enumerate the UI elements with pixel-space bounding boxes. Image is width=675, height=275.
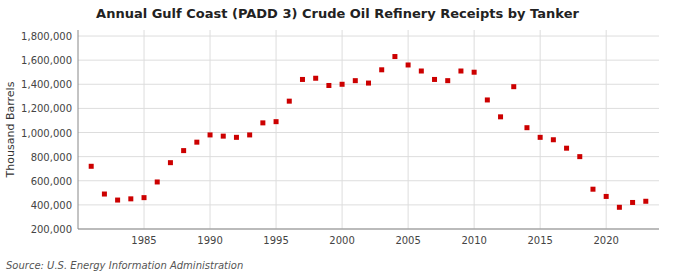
point — [590, 187, 595, 192]
point — [379, 67, 384, 72]
point — [511, 84, 516, 89]
y-grid-line — [78, 229, 659, 230]
x-tick-label: 1985 — [131, 235, 156, 246]
x-grid-line — [210, 30, 211, 229]
x-grid-line — [276, 30, 277, 229]
y-axis-line — [78, 30, 79, 229]
point — [326, 83, 331, 88]
point — [604, 194, 609, 199]
page: {"chart_data": { "type": "scatter", "tit… — [0, 0, 675, 275]
y-grid-line — [78, 180, 659, 181]
y-tick-label: 1,400,000 — [21, 79, 72, 90]
point — [577, 154, 582, 159]
y-grid-line — [78, 204, 659, 205]
x-tick-label: 2005 — [395, 235, 420, 246]
y-axis-label: Thousand Barrels — [4, 81, 17, 178]
point — [643, 199, 648, 204]
point — [564, 146, 569, 151]
y-tick-label: 1,800,000 — [21, 31, 72, 42]
y-tick-label: 1,200,000 — [21, 103, 72, 114]
point — [458, 69, 463, 74]
point — [340, 82, 345, 87]
x-tick-label: 2015 — [527, 235, 552, 246]
point — [392, 54, 397, 59]
point — [168, 160, 173, 165]
y-tick-label: 800,000 — [31, 152, 72, 163]
x-grid-line — [342, 30, 343, 229]
y-tick-label: 600,000 — [31, 176, 72, 187]
title: Annual Gulf Coast (PADD 3) Crude Oil Ref… — [96, 6, 579, 21]
point — [221, 134, 226, 139]
x-tick-label: 2010 — [461, 235, 486, 246]
points — [89, 54, 649, 210]
point — [128, 196, 133, 201]
x-tick-label: 2020 — [593, 235, 618, 246]
point — [406, 62, 411, 67]
y-tick-label: 1,600,000 — [21, 55, 72, 66]
point — [155, 179, 160, 184]
point — [617, 205, 622, 210]
y-grid-line — [78, 156, 659, 157]
y-grid-line — [78, 60, 659, 61]
point — [366, 81, 371, 86]
point — [142, 195, 147, 200]
point — [300, 77, 305, 82]
chart: Annual Gulf Coast (PADD 3) Crude Oil Ref… — [0, 0, 675, 275]
point — [313, 76, 318, 81]
grid — [78, 30, 659, 229]
y-grid-line — [78, 132, 659, 133]
point — [247, 132, 252, 137]
x-grid-line — [408, 30, 409, 229]
x-tick-label: 1990 — [197, 235, 222, 246]
point — [274, 119, 279, 124]
x-grid-line — [474, 30, 475, 229]
point — [419, 69, 424, 74]
source-note: Source: U.S. Energy Information Administ… — [6, 260, 243, 271]
point — [432, 77, 437, 82]
point — [445, 78, 450, 83]
point — [89, 164, 94, 169]
y-grid-line — [78, 36, 659, 37]
point — [194, 140, 199, 145]
point — [472, 70, 477, 75]
x-grid-line — [606, 30, 607, 229]
point — [485, 97, 490, 102]
y-tick-label: 200,000 — [31, 224, 72, 235]
y-tick-label: 1,000,000 — [21, 128, 72, 139]
y-tick-label: 400,000 — [31, 200, 72, 211]
point — [353, 78, 358, 83]
point — [287, 99, 292, 104]
point — [260, 120, 265, 125]
point — [551, 137, 556, 142]
x-grid-line — [540, 30, 541, 229]
x-axis-line — [78, 229, 659, 230]
point — [524, 125, 529, 130]
point — [630, 200, 635, 205]
point — [115, 198, 120, 203]
y-grid-line — [78, 108, 659, 109]
point — [208, 132, 213, 137]
axes: 200,000 400,000 600,000 800,000 1,000,000 1,2… — [21, 30, 659, 246]
x-tick-label: 1995 — [263, 235, 288, 246]
point — [181, 148, 186, 153]
point — [538, 135, 543, 140]
point — [498, 114, 503, 119]
point — [102, 192, 107, 197]
point — [234, 135, 239, 140]
x-tick-label: 2000 — [329, 235, 354, 246]
